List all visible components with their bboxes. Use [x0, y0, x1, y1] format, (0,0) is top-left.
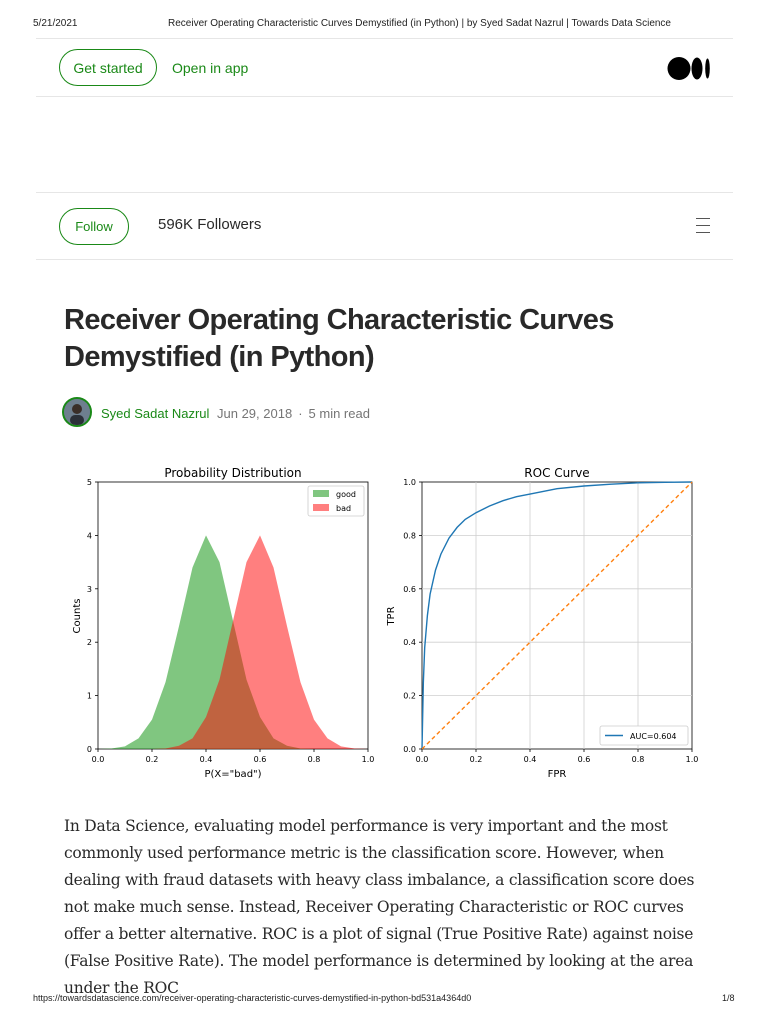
- x-axis-label: FPR: [548, 769, 567, 780]
- y-tick-label: 0.6: [403, 585, 416, 594]
- y-tick-label: 0.4: [403, 638, 416, 647]
- y-tick-label: 0.2: [403, 692, 416, 701]
- print-page-number: 1/8: [722, 993, 735, 1003]
- y-tick-label: 0.0: [403, 745, 416, 754]
- y-tick-label: 2: [87, 638, 92, 647]
- y-tick-label: 1.0: [403, 478, 416, 487]
- x-tick-label: 1.0: [362, 755, 375, 764]
- get-started-button[interactable]: Get started: [59, 49, 157, 86]
- chart-title: ROC Curve: [524, 466, 589, 480]
- x-tick-label: 0.2: [146, 755, 159, 764]
- legend-label-bad: bad: [336, 504, 351, 513]
- article-figure: 0.0 0.2 0.4 0.6 0.8 1.0 0 1 2 3 4 5 Probability Dis…: [60, 460, 710, 793]
- roc-curve-chart: 0.0 0.2 0.4 0.6 0.8 1.0 0.0 0.2 0.4 0.6 0.8 1.0 ROC…: [386, 466, 698, 780]
- legend: AUC=0.604: [599, 725, 689, 746]
- legend-box: [599, 725, 689, 746]
- author-name-link[interactable]: Syed Sadat Nazrul: [101, 406, 210, 421]
- open-in-app-link[interactable]: Open in app: [172, 60, 249, 76]
- article-meta: Jun 29, 2018 · 5 min read: [217, 406, 370, 421]
- x-tick-label: 0.6: [578, 755, 591, 764]
- legend-label-good: good: [336, 490, 356, 499]
- chart-title: Probability Distribution: [164, 466, 301, 480]
- figure-svg: 0.0 0.2 0.4 0.6 0.8 1.0 0 1 2 3 4 5 Probability Dis…: [72, 466, 698, 780]
- y-tick-label: 4: [87, 531, 92, 540]
- publication-top-divider: [36, 192, 733, 193]
- area-series-good: [98, 535, 314, 749]
- y-axis-label: Counts: [72, 599, 83, 634]
- followers-count: 596K Followers: [158, 216, 262, 233]
- legend: good bad: [307, 485, 365, 517]
- print-page-title: Receiver Operating Characteristic Curves…: [168, 18, 671, 29]
- x-axis-label: P(X="bad"): [204, 769, 261, 780]
- y-tick-label: 0.8: [403, 531, 416, 540]
- x-tick-label: 1.0: [686, 755, 699, 764]
- legend-label-auc: AUC=0.604: [630, 732, 677, 741]
- y-axis-label: TPR: [386, 606, 397, 626]
- x-tick-label: 0.4: [524, 755, 537, 764]
- y-tick-label: 5: [87, 478, 92, 487]
- publication-bottom-divider: [36, 259, 733, 260]
- article-body-paragraph: In Data Science, evaluating model perfor…: [64, 817, 695, 997]
- article-title: Receiver Operating Characteristic Curves…: [64, 304, 614, 373]
- print-url: https://towardsdatascience.com/receiver-…: [33, 993, 472, 1003]
- x-tick-label: 0.2: [470, 755, 483, 764]
- x-tick-label: 0.0: [416, 755, 429, 764]
- y-tick-label: 1: [87, 692, 92, 701]
- legend-swatch-bad: [313, 504, 329, 511]
- print-date: 5/21/2021: [33, 18, 78, 29]
- menu-icon[interactable]: [696, 218, 710, 234]
- probability-distribution-chart: 0.0 0.2 0.4 0.6 0.8 1.0 0 1 2 3 4 5 Probability Dis…: [72, 466, 374, 780]
- diagonal-reference-line: [421, 481, 693, 750]
- x-tick-label: 0.6: [254, 755, 267, 764]
- legend-swatch-good: [313, 490, 329, 497]
- area-series-bad: [152, 535, 368, 749]
- x-tick-label: 0.8: [308, 755, 321, 764]
- x-tick-label: 0.4: [200, 755, 213, 764]
- x-tick-label: 0.8: [632, 755, 645, 764]
- read-time: 5 min read: [308, 406, 370, 421]
- x-tick-label: 0.0: [92, 755, 105, 764]
- follow-button[interactable]: Follow: [59, 208, 129, 245]
- roc-curve-line: [421, 481, 693, 750]
- medium-logo-icon[interactable]: [667, 56, 712, 86]
- publish-date: Jun 29, 2018: [217, 406, 293, 421]
- header-divider: [36, 96, 733, 97]
- y-tick-label: 3: [87, 585, 92, 594]
- top-divider: [36, 38, 733, 39]
- y-tick-label: 0: [87, 745, 92, 754]
- author-avatar[interactable]: [62, 397, 92, 427]
